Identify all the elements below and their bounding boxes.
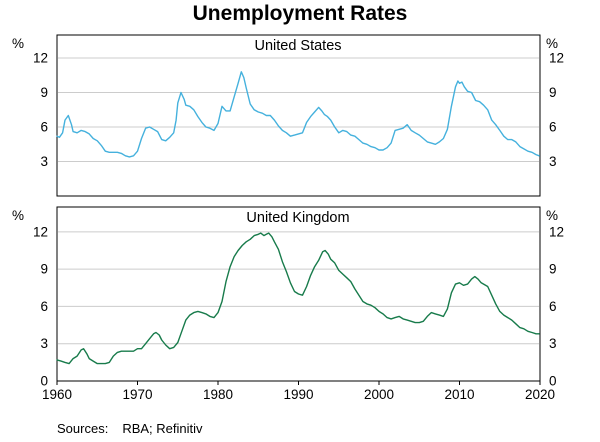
- y-tick-label-left: 3: [40, 336, 48, 351]
- unit-label-top-right: %: [546, 36, 558, 51]
- x-tick-label: 1990: [283, 387, 313, 402]
- sources-text: RBA; Refinitiv: [122, 421, 203, 436]
- y-tick-label-right: 6: [549, 120, 557, 135]
- panel-title-united-states: United States: [254, 38, 341, 54]
- y-tick-label-left: 9: [40, 85, 48, 100]
- unit-label-bottom-left: %: [12, 208, 24, 223]
- x-tick-label: 1980: [203, 387, 233, 402]
- chart-title: Unemployment Rates: [192, 2, 408, 25]
- x-tick-label: 2000: [364, 387, 394, 402]
- sources-label: Sources:: [57, 421, 109, 436]
- y-tick-label-right: 6: [549, 299, 557, 314]
- y-tick-label-left: 6: [40, 120, 48, 135]
- y-tick-label-left: 6: [40, 299, 48, 314]
- y-tick-label-right: 12: [549, 51, 564, 66]
- x-tick-label: 2010: [444, 387, 474, 402]
- y-tick-label-right: 3: [549, 336, 557, 351]
- panel-title-united-kingdom: United Kingdom: [246, 210, 349, 226]
- y-tick-label-left: 0: [40, 374, 48, 389]
- sources-note: Sources: RBA; Refinitiv: [57, 421, 203, 436]
- y-tick-label-left: 12: [33, 51, 48, 66]
- y-tick-label-right: 0: [549, 374, 557, 389]
- x-tick-label: 1960: [42, 387, 72, 402]
- x-tick-label: 1970: [122, 387, 152, 402]
- y-tick-label-right: 12: [549, 224, 564, 239]
- y-tick-label-left: 12: [33, 224, 48, 239]
- y-tick-label-left: 3: [40, 154, 48, 169]
- unit-label-bottom-right: %: [546, 208, 558, 223]
- series-line-united-states: [56, 71, 540, 158]
- series-line-united-kingdom: [56, 232, 540, 365]
- unit-label-top-left: %: [12, 36, 24, 51]
- x-tick-label: 2020: [525, 387, 555, 402]
- panel-border-united-states: [56, 34, 541, 197]
- chart-panels: 3 3 6 6 9 9 12 12 0 0 3 3 6 6 9 9 12 12 1960 1970 1980 1990 20…: [33, 34, 564, 402]
- y-tick-label-right: 9: [549, 262, 557, 277]
- y-tick-label-left: 9: [40, 262, 48, 277]
- y-tick-label-right: 3: [549, 154, 557, 169]
- y-tick-label-right: 9: [549, 85, 557, 100]
